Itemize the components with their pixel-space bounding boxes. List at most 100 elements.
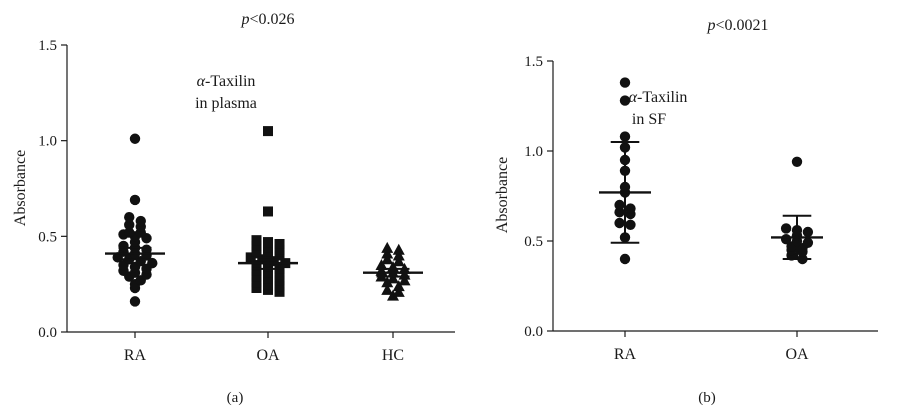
panel-a-ra-point [124, 227, 135, 238]
panel-b-oa-point [791, 156, 803, 167]
panel-a-hc-point [381, 253, 394, 265]
panel-a: p<0.026 α-Taxilin in plasma Absorbance (… [12, 11, 455, 406]
panel-a-hc-point [392, 280, 405, 292]
panel-a-oa-point [251, 246, 262, 257]
panel-b-annotation-rest: -Taxilin [637, 89, 687, 106]
panel-a-pvalue-rest: <0.026 [249, 11, 294, 28]
panel-a-oa-point [263, 248, 273, 259]
panel-a-oa-point [251, 271, 262, 282]
panel-a-hc-point [387, 272, 399, 284]
panel-a-oa-point [263, 206, 273, 217]
panel-b-oa-point [780, 234, 792, 245]
panel-a-oa-point [274, 269, 285, 280]
panel-b-oa-point [780, 223, 792, 234]
panel-b-annotation-line2: in SF [632, 111, 666, 128]
panel-b-ra-point [619, 77, 631, 88]
panel-b-ra-point [619, 95, 631, 106]
panel-b-ra-point [614, 199, 625, 211]
panel-b-y-tick-label: 1.0 [524, 144, 543, 160]
panel-a-y-axis-title: Absorbance [12, 150, 29, 226]
panel-a-y-tick-label: 0.5 [38, 229, 57, 245]
panel-a-oa-point [263, 267, 273, 278]
panel-b: p<0.0021 α-Taxilin in SF Absorbance (b) … [494, 17, 878, 406]
panel-a-annotation-line2: in plasma [195, 95, 257, 112]
panel-b-y-tick-label: 0.0 [524, 324, 543, 340]
panel-a-hc-point [381, 247, 394, 259]
panel-a-hc-point [381, 276, 394, 288]
panel-a-ra-point [118, 240, 129, 252]
panel-b-ra-point [614, 207, 625, 218]
panel-a-oa-point [263, 237, 273, 248]
panel-a-oa-point [251, 265, 262, 276]
panel-a-annotation-rest: -Taxilin [205, 73, 255, 90]
panel-b-y-tick-label: 1.5 [524, 54, 543, 70]
panel-a-oa-point [251, 235, 262, 246]
panel-a-x-tick-label-hc: HC [382, 347, 404, 364]
panel-b-pvalue-rest: <0.0021 [715, 17, 768, 34]
panel-a-oa-point [263, 279, 273, 290]
panel-a-oa-point [274, 250, 285, 261]
panel-a-oa-point [251, 277, 262, 288]
panel-a-annotation-greek: α [197, 73, 206, 90]
panel-b-pvalue: p<0.0021 [706, 17, 768, 34]
panel-b-pvalue-italic: p [706, 17, 715, 34]
panel-a-y-tick-label: 0.0 [38, 325, 57, 341]
panel-a-oa-point [263, 273, 273, 284]
panel-a-pvalue: p<0.026 [240, 11, 294, 28]
panel-b-ra-point [625, 203, 636, 214]
panel-a-x-tick-label-ra: RA [124, 347, 147, 364]
panel-a-y-tick-label: 1.5 [38, 38, 57, 54]
panel-b-annotation-line1: α-Taxilin [629, 89, 688, 106]
panel-a-oa-point [274, 286, 285, 297]
panel-a-hc-point [387, 289, 399, 301]
panel-a-oa-point [257, 254, 268, 265]
panel-a-oa-point [274, 244, 285, 255]
panel-a-ra-point [129, 194, 141, 206]
panel-a-hc-point [392, 249, 405, 261]
panel-b-x-tick-label-ra: RA [614, 346, 637, 363]
panel-a-plot: 0.0 0.5 1.0 1.5 RA OA HC [38, 38, 455, 364]
panel-b-ra-point [619, 253, 631, 265]
panel-b-annotation-greek: α [629, 89, 638, 106]
panel-a-ra-point [124, 219, 135, 231]
panel-b-y-axis-title: Absorbance [494, 157, 511, 233]
panel-a-oa-point [263, 126, 273, 137]
panel-a-oa-point [251, 240, 262, 251]
panel-a-oa-point [245, 252, 256, 263]
panel-a-oa-point [274, 275, 285, 286]
panel-a-oa-point [251, 260, 262, 271]
panel-b-plot: 0.0 0.5 1.0 1.5 RA OA [524, 54, 878, 363]
panel-b-ra-point [614, 217, 625, 229]
panel-b-oa-point [802, 226, 814, 238]
panel-b-label: (b) [698, 390, 716, 406]
panel-a-ra-point [147, 257, 158, 269]
panel-a-ra-point [124, 212, 135, 223]
panel-b-y-tick-label: 0.5 [524, 234, 543, 250]
panel-a-hc-point [392, 285, 405, 297]
panel-a-x-tick-label-oa: OA [256, 347, 280, 364]
panel-a-oa-point [274, 238, 285, 249]
panel-a-ra-point [129, 133, 141, 144]
panel-a-ra-point [135, 215, 146, 227]
panel-a-hc-point [392, 255, 405, 267]
panel-a-pvalue-italic: p [240, 11, 249, 28]
panel-b-x-tick-label-oa: OA [785, 346, 809, 363]
panel-a-oa-point [263, 242, 273, 253]
panel-a-label: (a) [227, 390, 244, 406]
panel-b-oa-point [802, 237, 814, 248]
panel-a-annotation-line1: α-Taxilin [197, 73, 256, 90]
panel-a-hc-point [398, 274, 411, 286]
panel-a-y-tick-label: 1.0 [38, 134, 57, 150]
panel-a-hc-point [381, 283, 394, 295]
panel-b-ra-point [619, 131, 631, 142]
panel-a-oa-point [268, 256, 279, 267]
panel-a-hc-point [375, 259, 388, 271]
panel-a-oa-point [263, 284, 273, 295]
panel-a-ra-point [129, 296, 141, 307]
panel-a-oa-point [274, 281, 285, 292]
panel-a-hc-point [381, 241, 394, 253]
panel-a-hc-point [392, 243, 405, 255]
panel-b-ra-point [625, 219, 636, 230]
panel-a-oa-point [251, 282, 262, 293]
